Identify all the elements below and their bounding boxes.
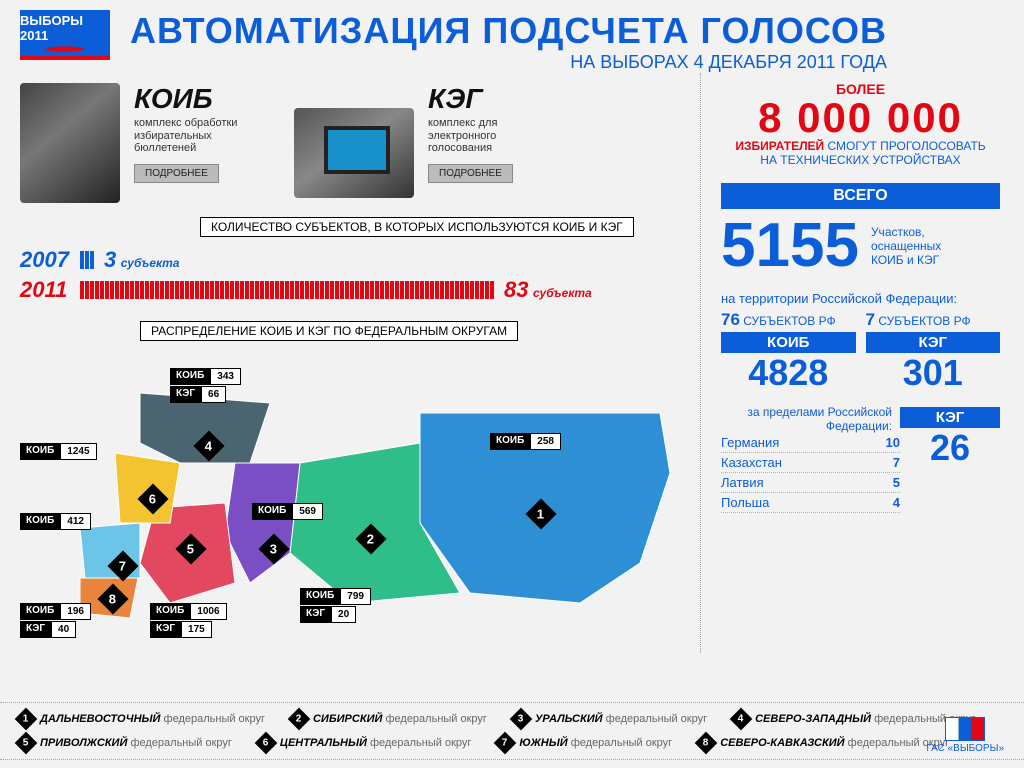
callout-4: КОИБ343КЭГ66 <box>170 368 241 403</box>
devices-row: КОИБ комплекс обработки избирательных бю… <box>20 83 700 203</box>
page-title: АВТОМАТИЗАЦИЯ ПОДСЧЕТА ГОЛОСОВ <box>130 10 887 52</box>
callout-3: КОИБ569 <box>252 503 323 520</box>
callout-5: КОИБ1006КЭГ175 <box>150 603 227 638</box>
count-2011: 83 <box>504 277 528 302</box>
device-koib: КОИБ комплекс обработки избирательных бю… <box>20 83 254 203</box>
voters-red: ИЗБИРАТЕЛЕЙ <box>735 139 824 153</box>
country-row: Казахстан7 <box>721 453 900 473</box>
total-box: ВСЕГО 5155 Участков, оснащенных КОИБ и К… <box>721 183 1000 283</box>
legend: 1ДАЛЬНЕВОСТОЧНЫЙ федеральный округ 2СИБИР… <box>0 702 1024 760</box>
map-section-label: РАСПРЕДЕЛЕНИЕ КОИБ И КЭГ ПО ФЕДЕРАЛЬНЫМ … <box>140 321 518 341</box>
koib-col-number: 4828 <box>721 355 856 391</box>
stats-sidebar: БОЛЕЕ 8 000 000 ИЗБИРАТЕЛЕЙ СМОГУТ ПРОГО… <box>700 73 1000 653</box>
voters-line2: НА ТЕХНИЧЕСКИХ УСТРОЙСТВАХ <box>721 153 1000 167</box>
year-2011: 2011 <box>20 277 80 303</box>
logo-text: ВЫБОРЫ 2011 <box>20 13 110 43</box>
title-block: АВТОМАТИЗАЦИЯ ПОДСЧЕТА ГОЛОСОВ НА ВЫБОРА… <box>130 10 887 73</box>
page-subtitle: НА ВЫБОРАХ 4 ДЕКАБРЯ 2011 ГОДА <box>130 52 887 73</box>
callout-7: КОИБ412 <box>20 513 91 530</box>
header: ВЫБОРЫ 2011 АВТОМАТИЗАЦИЯ ПОДСЧЕТА ГОЛОС… <box>0 0 1024 73</box>
country-row: Германия10 <box>721 433 900 453</box>
koib-desc: комплекс обработки избирательных бюллете… <box>134 117 254 155</box>
koib-more-button[interactable]: ПОДРОБНЕЕ <box>134 164 219 183</box>
legend-item-2: 2СИБИРСКИЙ федеральный округ <box>291 711 487 727</box>
subjects-bars: 2007 3 субъекта 2011 83 субъекта <box>20 247 700 303</box>
gas-logo: ГАС «ВЫБОРЫ» <box>926 717 1004 754</box>
keg-image <box>294 108 414 198</box>
total-number: 5155 <box>721 215 859 277</box>
abroad-label: за пределами Российской Федерации: <box>721 405 900 433</box>
region-3[interactable] <box>225 463 300 583</box>
total-text: Участков, оснащенных КОИБ и КЭГ <box>871 225 971 267</box>
koib-image <box>20 83 120 203</box>
total-label: ВСЕГО <box>721 183 1000 209</box>
callout-8: КОИБ196КЭГ40 <box>20 603 91 638</box>
callout-6: КОИБ1245 <box>20 443 97 460</box>
keg-col: 7 СУБЪЕКТОВ РФ КЭГ 301 <box>866 310 1001 391</box>
legend-item-6: 6ЦЕНТРАЛЬНЫЙ федеральный округ <box>258 735 471 751</box>
keg-more-button[interactable]: ПОДРОБНЕЕ <box>428 164 513 183</box>
legend-item-1: 1ДАЛЬНЕВОСТОЧНЫЙ федеральный округ <box>18 711 265 727</box>
voters-blue: СМОГУТ ПРОГОЛОСОВАТЬ <box>827 139 985 153</box>
abroad-keg-label: КЭГ <box>900 407 1000 428</box>
legend-item-7: 7ЮЖНЫЙ федеральный округ <box>497 735 672 751</box>
keg-col-label: КЭГ <box>866 332 1001 353</box>
map-area: 1КОИБ2582КОИБ799КЭГ203КОИБ5694КОИБ343КЭГ… <box>20 353 700 653</box>
bars-section-label: КОЛИЧЕСТВО СУБЪЕКТОВ, В КОТОРЫХ ИСПОЛЬЗУ… <box>200 217 634 237</box>
koib-col: 76 СУБЪЕКТОВ РФ КОИБ 4828 <box>721 310 856 391</box>
keg-name: КЭГ <box>428 83 548 115</box>
callout-2: КОИБ799КЭГ20 <box>300 588 371 623</box>
legend-item-8: 8СЕВЕРО-КАВКАЗСКИЙ федеральный округ <box>698 735 949 751</box>
koib-name: КОИБ <box>134 83 254 115</box>
callout-1: КОИБ258 <box>490 433 561 450</box>
keg-col-number: 301 <box>866 355 1001 391</box>
country-row: Польша4 <box>721 493 900 513</box>
elections-logo: ВЫБОРЫ 2011 <box>20 10 110 60</box>
bar-2007 <box>80 251 94 269</box>
keg-desc: комплекс для электронного голосования <box>428 117 548 155</box>
device-keg: КЭГ комплекс для электронного голосовани… <box>294 83 548 203</box>
koib-col-label: КОИБ <box>721 332 856 353</box>
abroad-keg-number: 26 <box>900 430 1000 466</box>
bar-2011 <box>80 281 494 299</box>
legend-item-3: 3УРАЛЬСКИЙ федеральный округ <box>513 711 707 727</box>
eight-million: 8 000 000 <box>721 97 1000 139</box>
count-2007: 3 <box>104 247 116 272</box>
year-2007: 2007 <box>20 247 80 273</box>
legend-item-5: 5ПРИВОЛЖСКИЙ федеральный округ <box>18 735 232 751</box>
country-row: Латвия5 <box>721 473 900 493</box>
on-territory-label: на территории Российской Федерации: <box>721 291 1000 306</box>
